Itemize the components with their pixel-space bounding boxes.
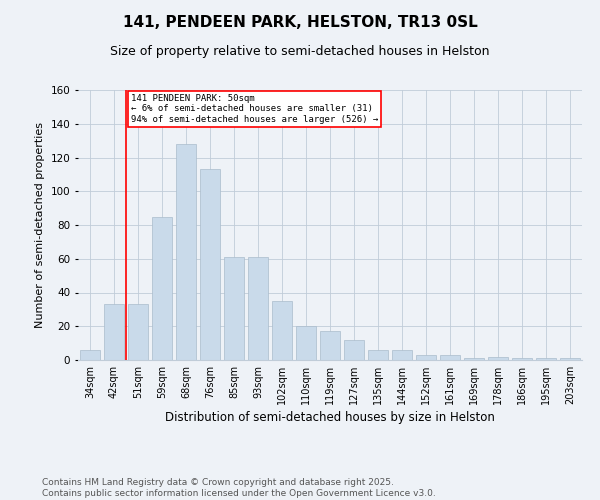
Text: 141 PENDEEN PARK: 50sqm
← 6% of semi-detached houses are smaller (31)
94% of sem: 141 PENDEEN PARK: 50sqm ← 6% of semi-det… <box>131 94 378 124</box>
Bar <box>296 326 316 360</box>
Bar <box>488 356 508 360</box>
Bar <box>104 304 124 360</box>
Bar <box>392 350 412 360</box>
Bar <box>344 340 364 360</box>
Bar <box>176 144 196 360</box>
Text: Contains HM Land Registry data © Crown copyright and database right 2025.
Contai: Contains HM Land Registry data © Crown c… <box>42 478 436 498</box>
Bar <box>368 350 388 360</box>
Bar <box>416 355 436 360</box>
Bar <box>512 358 532 360</box>
Bar <box>152 216 172 360</box>
Text: 141, PENDEEN PARK, HELSTON, TR13 0SL: 141, PENDEEN PARK, HELSTON, TR13 0SL <box>122 15 478 30</box>
Bar <box>536 358 556 360</box>
Bar <box>200 170 220 360</box>
Bar <box>80 350 100 360</box>
Bar <box>272 301 292 360</box>
X-axis label: Distribution of semi-detached houses by size in Helston: Distribution of semi-detached houses by … <box>165 411 495 424</box>
Bar <box>248 257 268 360</box>
Bar <box>224 257 244 360</box>
Bar <box>320 332 340 360</box>
Text: Size of property relative to semi-detached houses in Helston: Size of property relative to semi-detach… <box>110 45 490 58</box>
Y-axis label: Number of semi-detached properties: Number of semi-detached properties <box>35 122 45 328</box>
Bar <box>128 304 148 360</box>
Bar <box>464 358 484 360</box>
Bar <box>560 358 580 360</box>
Bar <box>440 355 460 360</box>
